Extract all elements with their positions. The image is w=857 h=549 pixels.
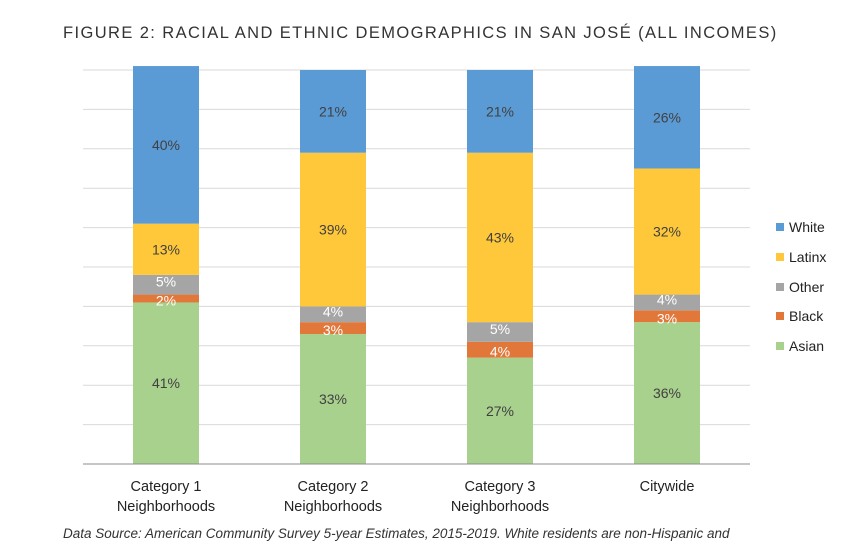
legend-swatch-latinx xyxy=(776,253,784,261)
bar-segment-black xyxy=(634,310,700,323)
data-label: 27% xyxy=(486,403,514,419)
data-label: 21% xyxy=(319,103,347,119)
bar-segment-white xyxy=(467,70,533,153)
data-label: 5% xyxy=(490,321,510,337)
x-tick-label: Citywide xyxy=(640,479,695,495)
data-label: 26% xyxy=(653,109,681,125)
x-tick-label: Neighborhoods xyxy=(117,499,215,515)
data-label: 39% xyxy=(319,222,347,238)
bar-segment-black xyxy=(467,341,533,358)
bar-segment-asian xyxy=(467,357,533,464)
data-label: 43% xyxy=(486,229,514,245)
bar-segment-asian xyxy=(300,333,366,464)
data-label: 41% xyxy=(152,375,180,391)
bar-segment-black xyxy=(133,294,199,303)
legend-label-black: Black xyxy=(789,308,824,324)
data-label: 36% xyxy=(653,385,681,401)
legend-label-other: Other xyxy=(789,279,824,295)
data-label: 4% xyxy=(657,291,677,307)
bar-segment-latinx xyxy=(467,152,533,323)
legend-swatch-other xyxy=(776,283,784,291)
bar-segment-asian xyxy=(634,322,700,464)
data-label: 3% xyxy=(657,310,677,326)
bar-segment-white xyxy=(634,66,700,169)
x-tick-label: Category 1 xyxy=(131,479,202,495)
bar-segment-other xyxy=(300,306,366,323)
bar-segment-latinx xyxy=(133,223,199,275)
legend-swatch-white xyxy=(776,223,784,231)
data-label: 4% xyxy=(490,344,510,360)
bar-segment-latinx xyxy=(300,152,366,307)
bar-segment-other xyxy=(634,294,700,311)
legend-label-latinx: Latinx xyxy=(789,249,826,265)
chart-title: FIGURE 2: RACIAL AND ETHNIC DEMOGRAPHICS… xyxy=(63,24,778,42)
legend-label-asian: Asian xyxy=(789,338,824,354)
legend-label-white: White xyxy=(789,219,825,235)
data-label: 13% xyxy=(152,241,180,257)
data-label: 4% xyxy=(323,303,343,319)
x-tick-label: Category 2 xyxy=(298,479,369,495)
bar-segment-white xyxy=(133,66,199,224)
data-label: 32% xyxy=(653,224,681,240)
data-label: 33% xyxy=(319,391,347,407)
data-label: 2% xyxy=(156,293,176,309)
legend-swatch-asian xyxy=(776,342,784,350)
data-label: 5% xyxy=(156,274,176,290)
bar-segment-other xyxy=(467,322,533,342)
x-tick-label: Neighborhoods xyxy=(451,499,549,515)
bar-segment-asian xyxy=(133,302,199,464)
data-label: 21% xyxy=(486,103,514,119)
bar-segment-black xyxy=(300,322,366,334)
bar-segment-white xyxy=(300,70,366,153)
bar-segment-other xyxy=(133,274,199,295)
bar-segment-latinx xyxy=(634,168,700,295)
data-label: 3% xyxy=(323,322,343,338)
x-tick-label: Neighborhoods xyxy=(284,499,382,515)
data-label: 40% xyxy=(152,137,180,153)
source-note: Data Source: American Community Survey 5… xyxy=(63,526,730,541)
legend-swatch-black xyxy=(776,312,784,320)
x-tick-label: Category 3 xyxy=(465,479,536,495)
stacked-bar-chart: 41% 2% 5% 13% 40% 33% 3% 4% 39% 21% 27% 4% 5% 43% 21% 3… xyxy=(83,66,826,515)
